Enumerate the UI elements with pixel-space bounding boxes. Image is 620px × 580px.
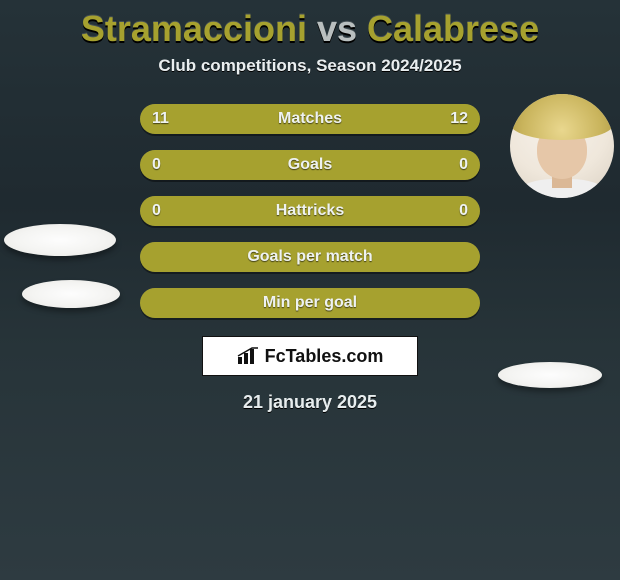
stat-bar-label: Min per goal	[140, 288, 480, 318]
stat-bar-right-value: 0	[459, 196, 468, 226]
stat-bar: Min per goal	[140, 288, 480, 318]
stat-bar-right-value: 0	[459, 150, 468, 180]
stat-bar-right-value: 12	[450, 104, 468, 134]
stat-bar: Goals per match	[140, 242, 480, 272]
branding-text: FcTables.com	[265, 346, 384, 367]
title-vs: vs	[307, 8, 367, 49]
snapshot-date: 21 january 2025	[0, 392, 620, 413]
stat-bar-label: Goals	[140, 150, 480, 180]
shadow-ellipse	[4, 224, 116, 256]
title-right: Calabrese	[367, 8, 539, 49]
branding-badge: FcTables.com	[202, 336, 418, 376]
subtitle: Club competitions, Season 2024/2025	[0, 56, 620, 76]
title-left: Stramaccioni	[81, 8, 307, 49]
stat-bar-label: Hattricks	[140, 196, 480, 226]
stat-bar: 11Matches12	[140, 104, 480, 134]
stat-bar: 0Goals0	[140, 150, 480, 180]
page-title: Stramaccioni vs Calabrese	[0, 0, 620, 50]
shadow-ellipse	[498, 362, 602, 388]
shadow-ellipse	[22, 280, 120, 308]
stat-bar-label: Goals per match	[140, 242, 480, 272]
stat-bar: 0Hattricks0	[140, 196, 480, 226]
stat-bar-label: Matches	[140, 104, 480, 134]
player-right-avatar	[510, 94, 614, 198]
bars-icon	[237, 347, 259, 365]
comparison-bars: 11Matches120Goals00Hattricks0Goals per m…	[140, 104, 480, 318]
comparison-stage: 11Matches120Goals00Hattricks0Goals per m…	[0, 104, 620, 318]
